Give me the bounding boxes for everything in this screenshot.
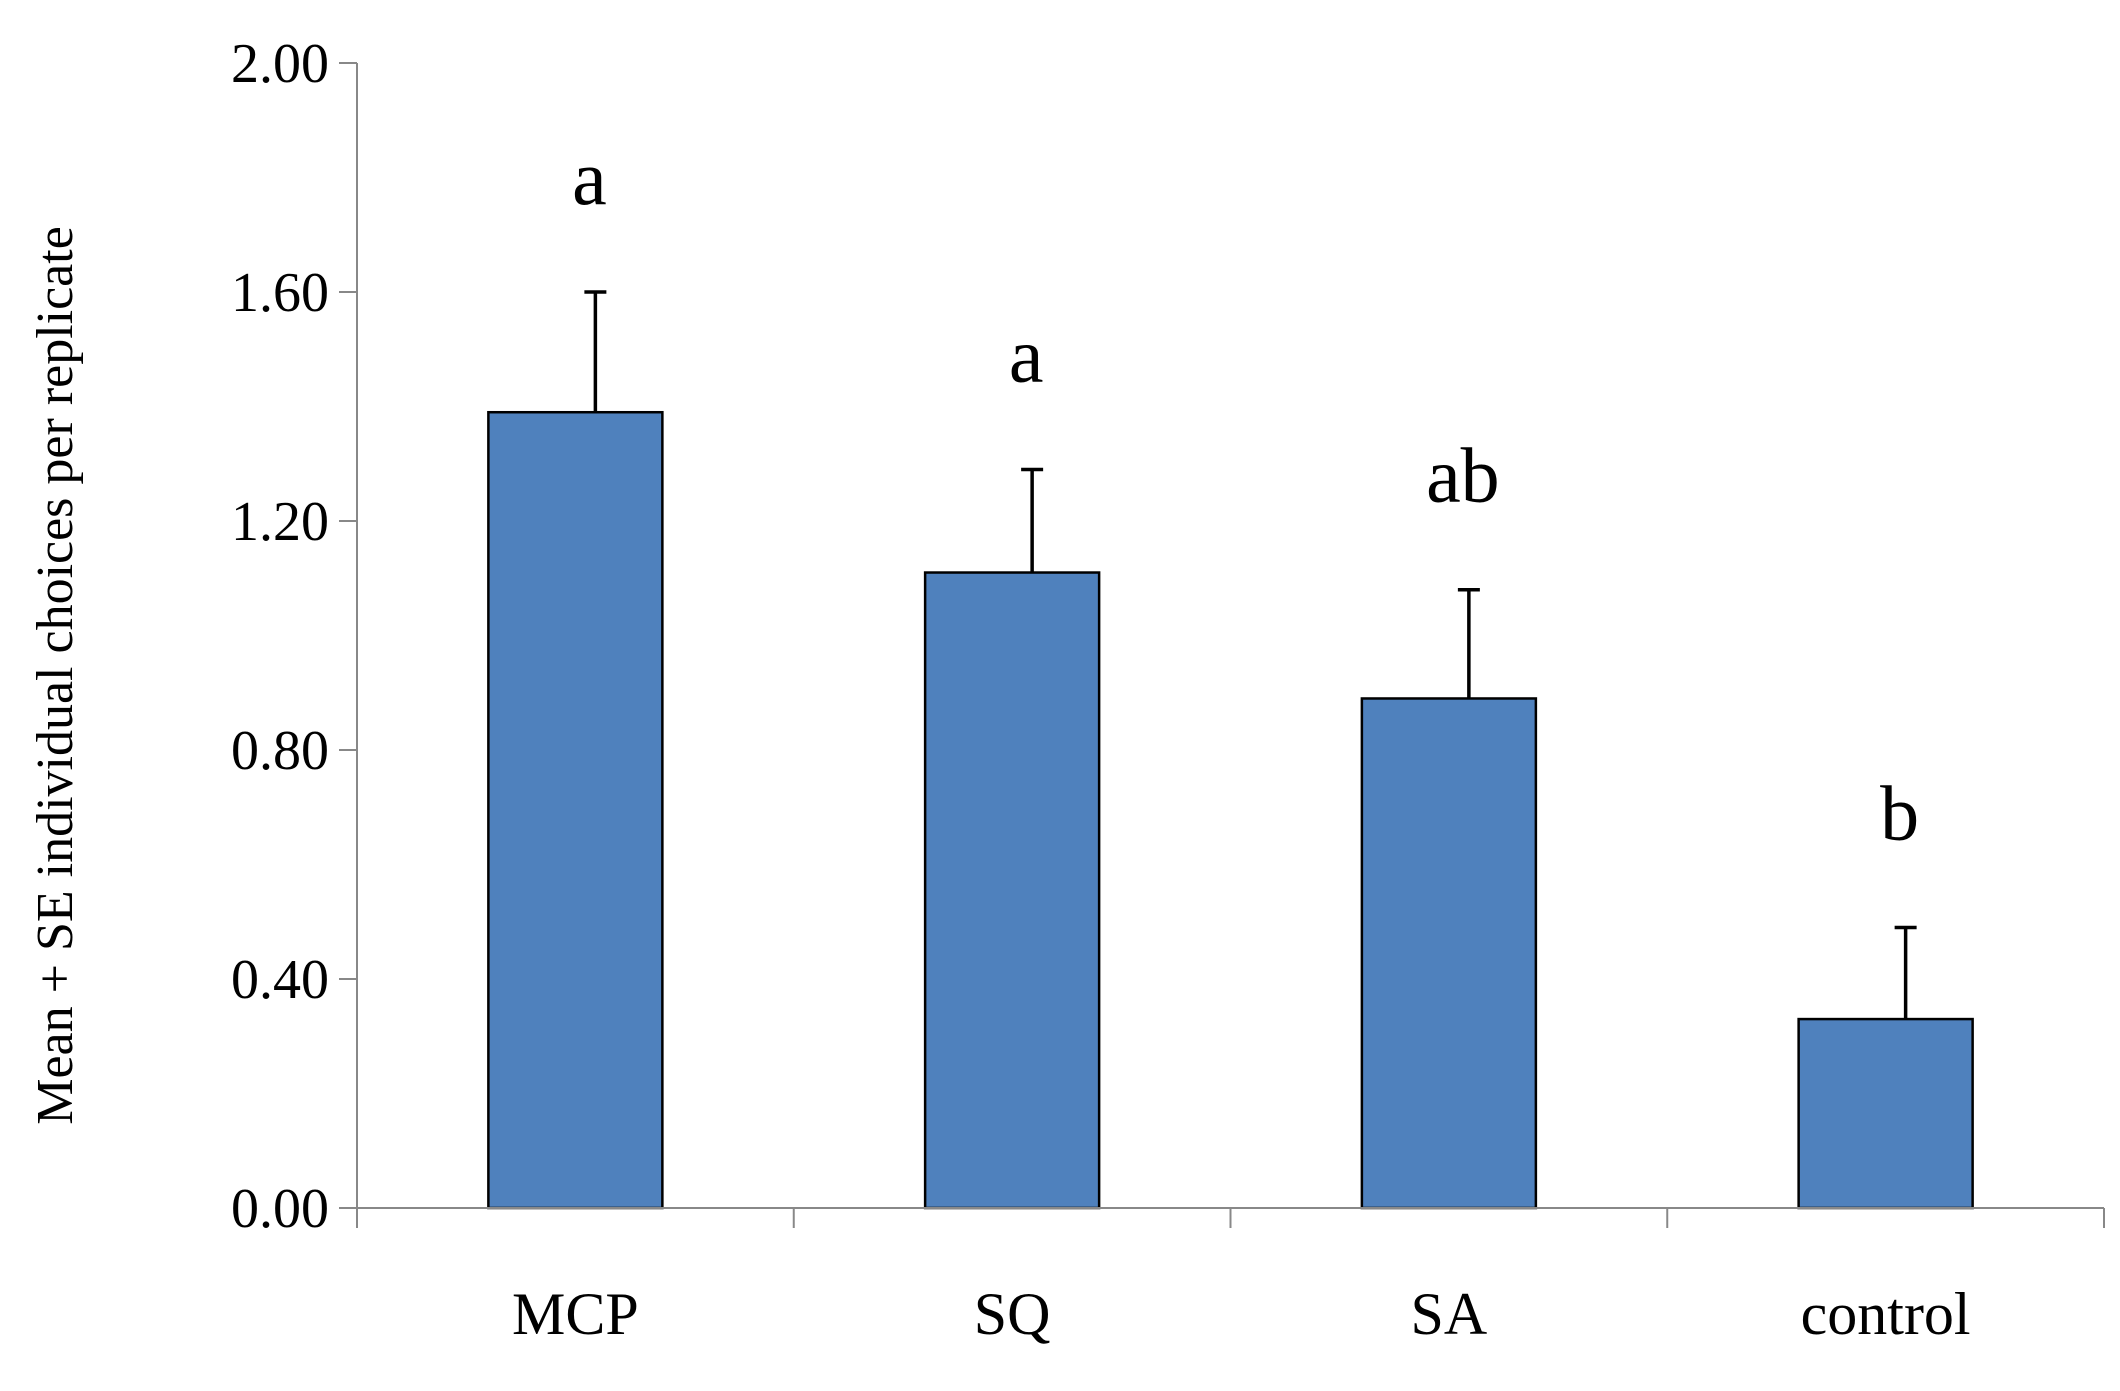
bar-mcp	[487, 410, 664, 1210]
y-axis-ticks: 0.00 0.40 0.80 1.20 1.60 2.00	[231, 33, 357, 1240]
x-category-label: control	[1801, 1281, 1971, 1347]
significance-letter: b	[1880, 769, 1919, 856]
y-tick-label: 1.20	[231, 491, 329, 553]
x-axis-ticks: MCP SQ SA control	[356, 1208, 2105, 1347]
y-tick-label: 0.80	[231, 720, 329, 782]
y-tick-label: 1.60	[231, 262, 329, 324]
error-bars	[584, 290, 1917, 1020]
x-category-label: MCP	[512, 1281, 639, 1347]
y-tick-label: 0.40	[231, 949, 329, 1011]
significance-letter: ab	[1426, 432, 1500, 519]
y-tick-label: 0.00	[231, 1178, 329, 1240]
significance-letter: a	[1009, 311, 1044, 398]
significance-letter: a	[572, 134, 607, 221]
bar-sa	[1360, 697, 1538, 1210]
x-category-label: SA	[1411, 1281, 1488, 1347]
bar-sq	[923, 571, 1101, 1210]
y-tick-label: 2.00	[231, 33, 329, 95]
bar-control	[1797, 1017, 1974, 1210]
significance-letters: a a ab b	[572, 134, 1919, 856]
y-axis-title: Mean + SE individual choices per replica…	[27, 226, 84, 1125]
bars	[487, 410, 1974, 1210]
x-category-label: SQ	[974, 1281, 1051, 1347]
